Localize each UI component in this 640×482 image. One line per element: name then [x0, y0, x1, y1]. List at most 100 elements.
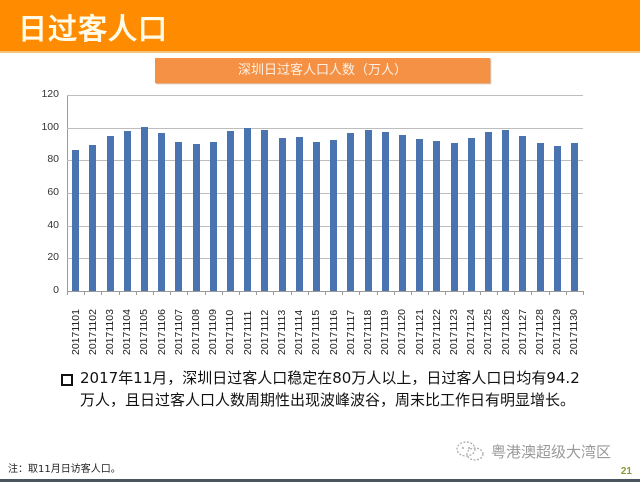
x-tick-label: 20171126 — [497, 295, 514, 357]
bar — [226, 130, 234, 291]
x-tick-label: 20171122 — [428, 295, 445, 357]
x-tick-mark — [565, 291, 567, 295]
x-tick-label: 20171119 — [377, 295, 394, 357]
x-tick-label: 20171130 — [566, 295, 583, 357]
bar — [244, 128, 252, 291]
gridline — [67, 127, 583, 129]
x-tick-label: 20171129 — [549, 295, 566, 357]
wechat-icon — [456, 441, 484, 461]
x-tick-label: 20171120 — [394, 295, 411, 357]
bar — [312, 142, 320, 291]
x-tick-label-text: 20171104 — [121, 309, 134, 355]
x-tick-mark — [204, 291, 206, 295]
bar — [261, 129, 269, 291]
y-tick-label: 100 — [41, 120, 59, 133]
x-tick-label: 20171114 — [291, 295, 308, 357]
chart-title: 深圳日过客人口人数（万人） — [155, 58, 490, 83]
bar — [106, 135, 114, 291]
x-tick-label: 20171124 — [463, 295, 480, 357]
x-tick-mark — [118, 291, 120, 295]
gridline — [67, 160, 583, 162]
x-tick-label: 20171121 — [411, 295, 428, 357]
x-tick-mark — [187, 291, 189, 295]
x-tick-label: 20171123 — [445, 295, 462, 357]
x-tick-label-text: 20171105 — [138, 309, 151, 355]
bar — [398, 135, 406, 291]
x-tick-label-text: 20171108 — [189, 309, 202, 355]
x-tick-mark — [135, 291, 137, 295]
x-tick-label: 20171112 — [256, 295, 273, 357]
x-tick-label: 20171113 — [273, 295, 290, 357]
x-tick-mark — [376, 291, 378, 295]
bar — [519, 135, 527, 291]
header-bar: 日过客人口 — [0, 0, 640, 53]
x-tick-mark — [479, 291, 481, 295]
bar — [209, 142, 217, 291]
gridline — [67, 95, 583, 96]
y-tick-label: 60 — [47, 186, 59, 198]
bar — [570, 143, 578, 291]
gridline — [67, 193, 583, 194]
x-tick-mark — [359, 291, 361, 295]
x-tick-label-text: 20171123 — [447, 309, 460, 355]
square-bullet-icon — [61, 374, 73, 386]
bar-chart: 0 20 40 60 80 100 120 20171101 20171102 20171103 2… — [41, 88, 584, 355]
gridline — [67, 225, 583, 227]
x-tick-label-text: 20171130 — [568, 309, 581, 355]
footnote: 注：取11月日访客人口。 — [8, 464, 121, 475]
x-tick-label-text: 20171107 — [172, 309, 185, 355]
x-tick-label: 20171108 — [187, 295, 204, 357]
x-tick-mark — [462, 291, 464, 295]
bar — [72, 150, 80, 291]
bar — [347, 132, 355, 291]
x-tick-mark — [393, 291, 395, 295]
x-tick-label-text: 20171112 — [258, 309, 271, 355]
x-tick-label: 20171104 — [119, 295, 136, 357]
x-tick-label: 20171103 — [101, 295, 118, 357]
x-tick-label-text: 20171117 — [344, 309, 357, 355]
x-tick-label-text: 20171126 — [499, 309, 512, 355]
x-tick-mark — [531, 291, 533, 295]
y-tick-label: 0 — [53, 284, 59, 296]
x-tick-label: 20171117 — [342, 295, 359, 357]
x-tick-label: 20171118 — [359, 295, 376, 357]
x-tick-label: 20171125 — [480, 295, 497, 357]
bar — [158, 132, 166, 291]
bar — [536, 143, 544, 291]
page-title: 日过客人口 — [18, 12, 169, 46]
x-tick-mark — [548, 291, 550, 295]
x-tick-label-text: 20171121 — [413, 309, 426, 355]
x-tick-mark — [153, 291, 154, 295]
x-tick-mark — [325, 291, 326, 295]
x-tick-mark — [273, 291, 275, 295]
gridline — [67, 258, 583, 260]
bar — [192, 144, 200, 291]
watermark: 粤港澳超级大湾区 — [455, 440, 611, 462]
bar — [381, 131, 389, 291]
x-tick-label-text: 20171103 — [103, 309, 116, 355]
bar — [175, 142, 183, 291]
x-tick-label-text: 20171119 — [379, 309, 392, 355]
x-tick-label-text: 20171111 — [241, 310, 254, 355]
bar — [364, 129, 372, 291]
watermark-text: 粤港澳超级大湾区 — [491, 442, 612, 461]
x-tick-mark — [411, 291, 412, 295]
x-tick-mark — [256, 291, 258, 295]
x-tick-label: 20171128 — [531, 295, 548, 357]
y-tick-label: 120 — [41, 88, 59, 100]
x-tick-label-text: 20171101 — [69, 309, 82, 355]
x-tick-label: 20171110 — [222, 295, 239, 357]
bar — [416, 139, 424, 291]
x-tick-label-text: 20171109 — [207, 309, 220, 355]
x-tick-label-text: 20171125 — [482, 309, 495, 355]
x-tick-label: 20171111 — [239, 295, 256, 357]
x-tick-label: 20171101 — [67, 295, 84, 357]
x-tick-mark — [221, 291, 223, 295]
bar — [140, 127, 148, 291]
x-tick-label-text: 20171118 — [361, 309, 374, 355]
x-tick-label-text: 20171120 — [396, 309, 409, 355]
bottom-divider — [0, 479, 640, 482]
x-tick-label: 20171107 — [170, 295, 187, 357]
x-tick-mark — [84, 291, 86, 295]
x-tick-label-text: 20171113 — [275, 309, 288, 355]
